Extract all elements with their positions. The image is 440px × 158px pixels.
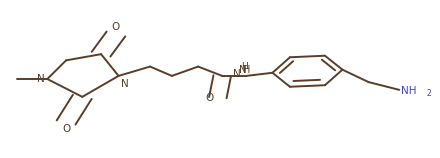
Text: O: O (62, 124, 70, 134)
Text: N: N (233, 69, 241, 79)
Text: N: N (37, 74, 45, 84)
Text: H: H (242, 65, 250, 75)
Text: 2: 2 (426, 89, 431, 98)
Text: N: N (239, 65, 247, 75)
Text: O: O (112, 22, 120, 32)
Text: O: O (205, 93, 213, 103)
Text: NH: NH (401, 86, 417, 96)
Text: H: H (241, 62, 247, 71)
Text: N: N (121, 79, 128, 89)
